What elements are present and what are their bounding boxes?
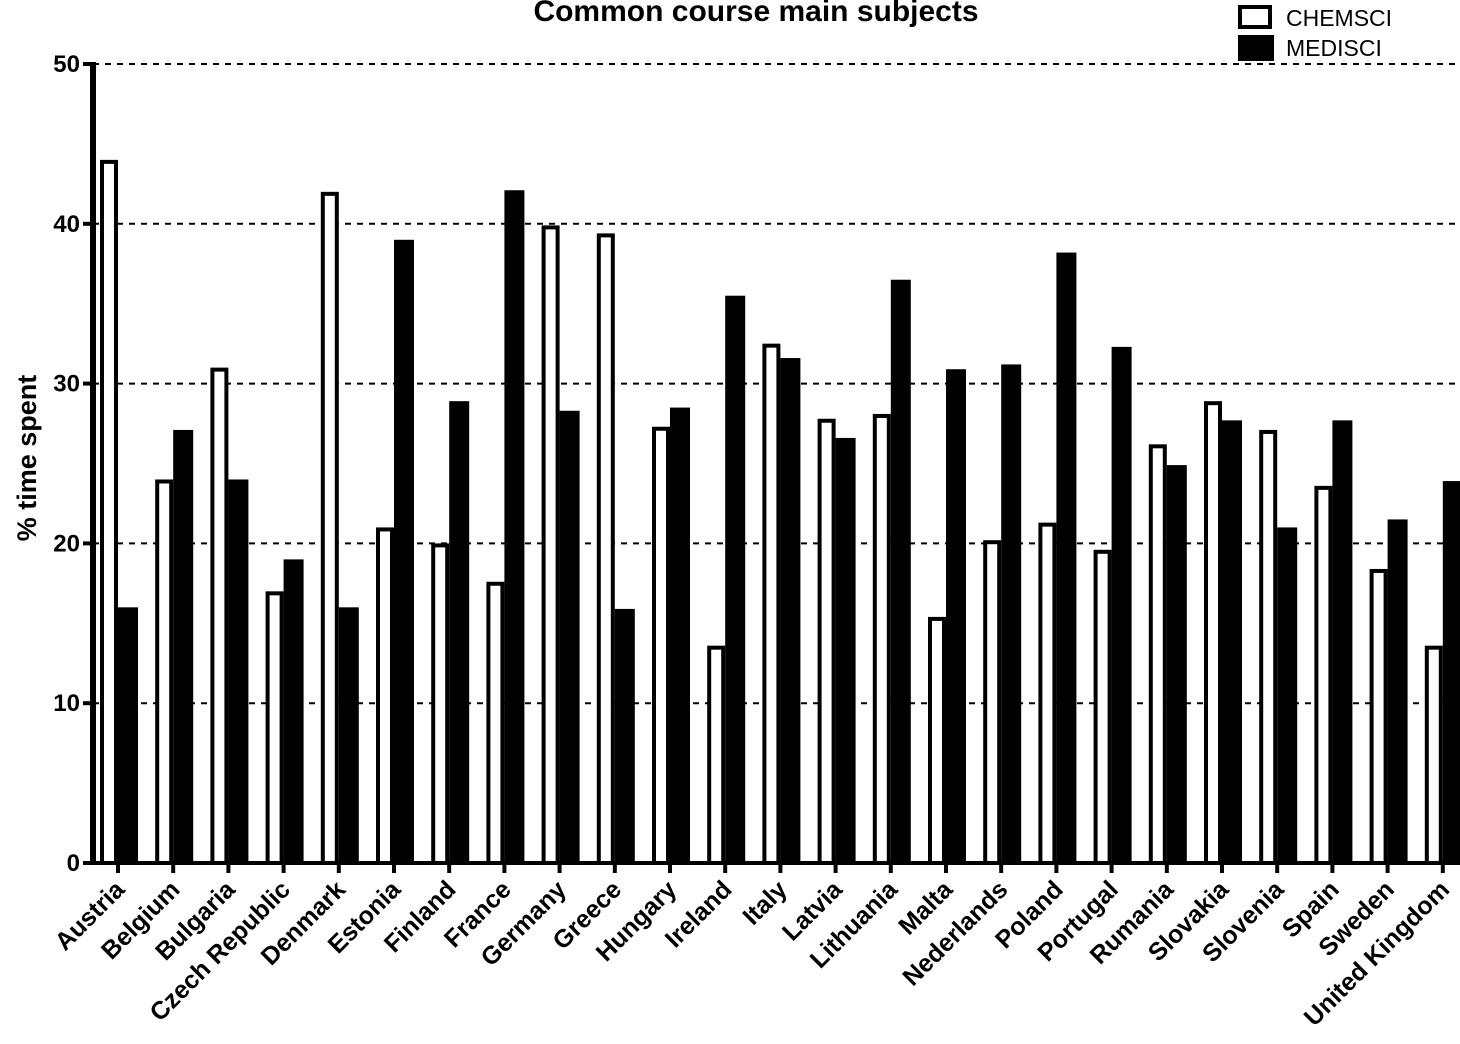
bar-medisci [394, 239, 414, 863]
bar-chemsci [1038, 522, 1057, 865]
bar-medisci [670, 407, 690, 863]
legend-swatch-chemsci [1238, 5, 1272, 29]
bar-chemsci [320, 191, 339, 865]
bar-medisci [228, 479, 249, 863]
bar-chemsci [762, 343, 781, 865]
bar-medisci [1442, 481, 1460, 863]
bar-chemsci [1369, 568, 1388, 866]
bar-chemsci [707, 645, 726, 865]
bar-chemsci [541, 225, 560, 865]
bar-chemsci [1259, 429, 1278, 865]
y-axis-ticks: 0 10 20 30 40 50 [53, 51, 93, 877]
bar-chemsci [652, 426, 670, 865]
legend-label-medisci: MEDISCI [1286, 35, 1382, 61]
legend: CHEMSCI MEDISCI [1238, 5, 1392, 61]
bar-medisci [1387, 519, 1408, 863]
y-tick-label: 40 [53, 211, 80, 238]
legend-swatch-medisci [1238, 35, 1274, 61]
bar-medisci [835, 437, 856, 863]
bar-chemsci [100, 159, 118, 865]
bar-medisci [1001, 364, 1022, 863]
bar-medisci [504, 190, 525, 863]
y-tick-label: 20 [53, 530, 80, 557]
bar-medisci [173, 429, 194, 863]
bar-chemsci [486, 581, 505, 865]
y-tick-label: 10 [53, 690, 80, 717]
bar-medisci [946, 369, 966, 863]
bar-chemsci [1204, 401, 1222, 865]
bar-medisci [1277, 527, 1298, 863]
bar-medisci [559, 410, 580, 863]
bar-chemsci [1093, 549, 1112, 865]
bar-medisci [338, 607, 359, 863]
bar-medisci [614, 608, 635, 863]
bar-chemsci [265, 591, 284, 866]
bar-chemsci [596, 233, 615, 865]
bar-medisci [283, 559, 304, 863]
bar-chemsci [431, 543, 450, 866]
bar-medisci [1056, 252, 1077, 864]
y-tick-label: 0 [67, 850, 80, 877]
bar-medisci [1332, 420, 1353, 863]
legend-label-chemsci: CHEMSCI [1286, 5, 1392, 31]
bar-chemsci [1424, 645, 1443, 865]
bar-chemsci [983, 540, 1002, 865]
bar-medisci [118, 607, 138, 863]
bar-medisci [1166, 465, 1187, 863]
bar-chemsci [928, 616, 946, 866]
bar-medisci [890, 279, 911, 864]
bar-medisci [780, 358, 801, 863]
bar-medisci [1111, 346, 1132, 863]
bar-chemsci [817, 418, 836, 865]
bar-medisci [449, 401, 470, 863]
chart-title: Common course main subjects [533, 0, 978, 28]
axes [90, 62, 1460, 873]
bar-chemsci [1148, 444, 1167, 865]
bar-chemsci [376, 527, 394, 865]
bar-medisci [1222, 420, 1242, 863]
y-axis-label: % time spent [12, 375, 42, 542]
y-tick-label: 30 [53, 371, 80, 398]
bars-group [100, 159, 1460, 866]
bar-medisci [725, 295, 746, 864]
y-tick-label: 50 [53, 51, 80, 78]
bar-chemsci [155, 479, 174, 865]
bar-chemsci [872, 413, 891, 865]
bar-chemsci [210, 367, 229, 865]
bar-chemsci [1314, 485, 1333, 865]
